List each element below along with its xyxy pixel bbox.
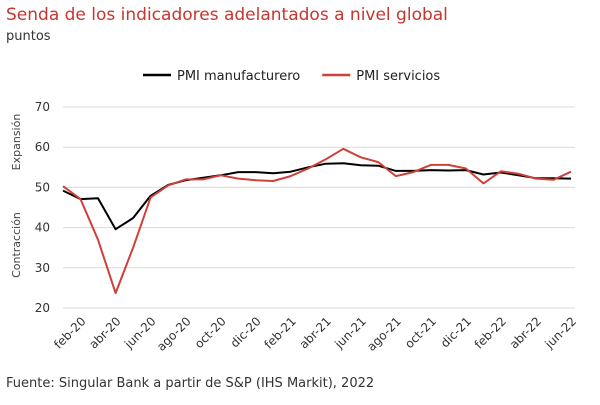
series-line xyxy=(62,162,572,231)
y-tick-label: 20 xyxy=(35,301,50,315)
source: Fuente: Singular Bank a partir de S&P (I… xyxy=(6,376,374,391)
x-tick-label: ago-20 xyxy=(154,314,194,354)
chart-title: Senda de los indicadores adelantados a n… xyxy=(6,5,448,25)
x-tick-label: ago-21 xyxy=(364,314,404,354)
x-tick-label: dic-20 xyxy=(228,314,264,350)
x-tick-label: feb-21 xyxy=(261,314,298,351)
x-tick-label: oct-21 xyxy=(402,314,439,351)
annotation: Expansión xyxy=(10,114,23,171)
x-tick-label: dic-21 xyxy=(438,314,474,350)
y-tick-label: 40 xyxy=(35,221,50,235)
x-tick-label: abr-22 xyxy=(507,314,544,351)
legend-label: PMI servicios xyxy=(356,69,440,84)
y-tick-label: 60 xyxy=(35,140,50,154)
series-line xyxy=(62,147,572,295)
x-tick-label: abr-21 xyxy=(297,314,334,351)
y-tick-label: 50 xyxy=(35,180,50,194)
x-tick-label: jun-22 xyxy=(542,314,580,352)
x-tick-label: oct-20 xyxy=(192,314,229,351)
y-tick-label: 70 xyxy=(35,100,50,114)
x-tick-label: jun-20 xyxy=(121,314,159,352)
legend-label: PMI manufacturero xyxy=(177,69,300,84)
x-tick-label: jun-21 xyxy=(331,314,369,352)
x-tick-label: abr-20 xyxy=(86,314,123,351)
x-tick-label: feb-20 xyxy=(51,314,88,351)
x-tick-label: feb-22 xyxy=(472,314,509,351)
chart-subtitle: puntos xyxy=(6,29,51,44)
annotation: Contracción xyxy=(10,212,23,278)
y-tick-label: 30 xyxy=(35,261,50,275)
